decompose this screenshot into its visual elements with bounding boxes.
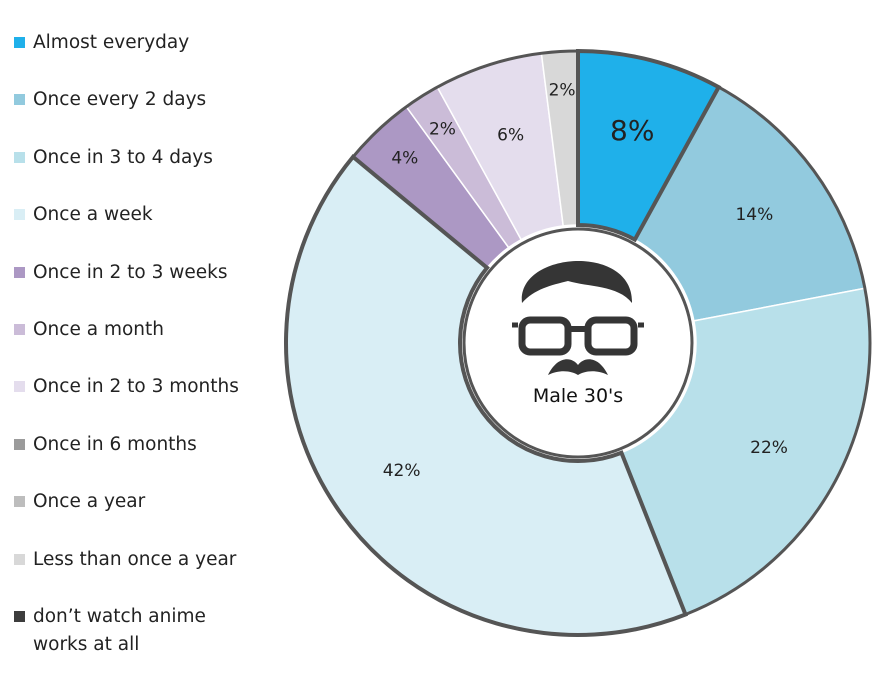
- slice-label-once-in-2-to-3-weeks: 4%: [391, 149, 418, 169]
- legend-item-don-t-watch-anime-works-at-all: don’t watch anime works at all: [14, 603, 284, 660]
- legend-label: Once a month: [33, 318, 164, 340]
- legend-swatch: [14, 151, 25, 163]
- legend-swatch: [14, 266, 25, 278]
- slice-label-almost-everyday: 8%: [610, 114, 654, 147]
- legend-item-once-in-2-to-3-weeks: Once in 2 to 3 weeks: [14, 259, 284, 316]
- slice-label-once-a-month: 2%: [429, 119, 456, 139]
- slice-label-once-in-2-to-3-months: 6%: [497, 126, 524, 146]
- legend-item-once-a-year: Once a year: [14, 488, 284, 545]
- slice-label-once-every-2-days: 14%: [735, 205, 773, 225]
- legend-item-once-a-month: Once a month: [14, 316, 284, 373]
- legend-item-once-in-3-to-4-days: Once in 3 to 4 days: [14, 144, 284, 201]
- legend-label: Once in 3 to 4 days: [33, 146, 213, 168]
- slice-label-less-than-once-a-year: 2%: [549, 80, 576, 100]
- legend-swatch: [14, 610, 25, 622]
- legend-swatch: [14, 381, 25, 393]
- chart-center: Male 30's: [462, 227, 694, 459]
- legend-item-once-in-2-to-3-months: Once in 2 to 3 months: [14, 373, 284, 430]
- legend-swatch: [14, 496, 25, 508]
- legend-label: Less than once a year: [33, 548, 237, 570]
- legend-swatch: [14, 323, 25, 335]
- legend-label: Once in 2 to 3 months: [33, 376, 239, 398]
- legend-item-once-a-week: Once a week: [14, 201, 284, 258]
- legend: Almost everyday Once every 2 days Once in …: [14, 29, 284, 660]
- slice-label-once-a-week: 42%: [383, 461, 421, 481]
- legend-swatch: [14, 553, 25, 565]
- slice-labels: 8% 14% 22% 42% 4% 2% 6% 2%: [383, 80, 788, 481]
- legend-swatch: [14, 94, 25, 106]
- chart-outline: [284, 48, 872, 637]
- slices: [285, 50, 871, 636]
- legend-label: Once every 2 days: [33, 89, 207, 111]
- legend-item-less-than-once-a-year: Less than once a year: [14, 546, 284, 603]
- legend-label: Once a week: [33, 204, 153, 226]
- legend-item-almost-everyday: Almost everyday: [14, 29, 284, 86]
- legend-swatch: [14, 37, 25, 48]
- legend-label: Once in 6 months: [33, 433, 197, 455]
- legend-item-once-every-2-days: Once every 2 days: [14, 86, 284, 143]
- legend-swatch: [14, 209, 25, 221]
- legend-swatch: [14, 438, 25, 450]
- legend-label: Once a year: [33, 491, 146, 513]
- slice-label-once-in-3-to-4-days: 22%: [750, 438, 788, 458]
- man-with-glasses-and-mustache-icon: [512, 260, 644, 375]
- legend-label: don’t watch anime works at all: [33, 605, 206, 655]
- center-label: Male 30's: [533, 385, 623, 407]
- legend-label: Once in 2 to 3 weeks: [33, 261, 228, 283]
- legend-item-once-in-6-months: Once in 6 months: [14, 431, 284, 488]
- outer-ring: [284, 49, 872, 637]
- legend-label: Almost everyday: [33, 32, 190, 53]
- center-circle: [462, 227, 694, 459]
